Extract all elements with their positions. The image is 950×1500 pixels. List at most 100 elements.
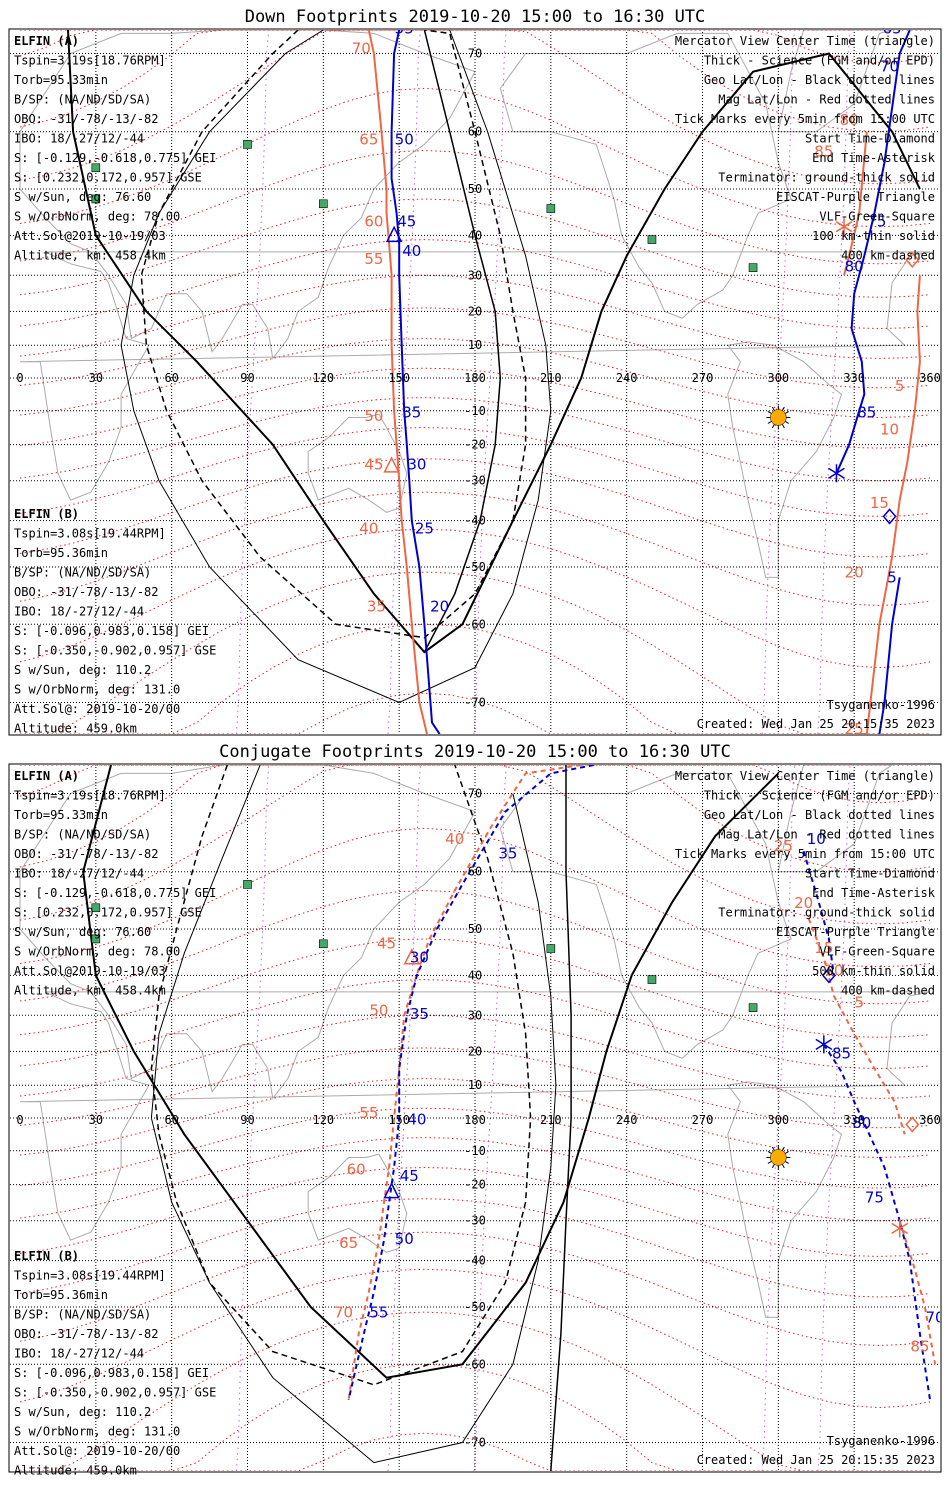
- lon-tick-label: 270: [692, 1113, 714, 1127]
- lon-tick-label: 300: [767, 1113, 789, 1127]
- lat-tick-label: 50: [468, 922, 482, 936]
- sun-ray: [771, 424, 775, 429]
- lon-tick-label: 120: [312, 371, 334, 385]
- center-triangle: [403, 948, 421, 965]
- legend-line: EISCAT-Purple Triangle: [776, 190, 935, 204]
- end-asterisk: [815, 1038, 833, 1051]
- map-layer: 7065605550454035808551015202555504540353…: [10, 30, 940, 734]
- elfin-b-tick-label: 25: [774, 837, 793, 855]
- panel-1-frame: [8, 28, 942, 736]
- legend-line: Tick Marks every 5min from 15:00 UTC: [675, 847, 935, 861]
- elfin-b-tick-label: 70: [334, 1303, 353, 1321]
- elfin-a-tick-label: 35: [410, 1005, 429, 1023]
- mag-lat-line: [19, 765, 931, 873]
- elfin-b-tick-label: 5: [854, 994, 864, 1012]
- mag-lat-line: [19, 397, 931, 482]
- sun-icon: [770, 409, 787, 426]
- elfin-b-tick-label: 45: [364, 456, 383, 474]
- elfin-b-label: ELFIN (B): [14, 1249, 79, 1263]
- sun-ray: [767, 421, 772, 424]
- mag-lat-line: [19, 827, 931, 968]
- lat-tick-label: 60: [468, 865, 482, 879]
- legend-line: Thick - Science (FGM and/or EPD): [704, 789, 935, 803]
- lat-tick-label: 10: [468, 338, 482, 352]
- vlf-station: [748, 263, 758, 272]
- lat-tick-label: -30: [464, 1214, 486, 1228]
- elfin-b-info-line: Altitude: 459.0km: [14, 722, 137, 736]
- sun-ray: [781, 1146, 785, 1151]
- elfin-a-tick-label: 30: [407, 456, 426, 474]
- lat-tick-label: 10: [468, 1078, 482, 1092]
- lon-tick-label: 180: [464, 1113, 486, 1127]
- legend-line: 500 km-thin solid: [812, 964, 935, 978]
- elfin-a-info-line: Torb=95.33min: [14, 73, 108, 87]
- lat-tick-label: -40: [464, 514, 486, 528]
- legend-line: EISCAT-Purple Triangle: [776, 925, 935, 939]
- lon-tick-label: 210: [540, 1113, 562, 1127]
- elfin-a-tick-label: 85: [832, 1044, 851, 1062]
- vlf-station: [546, 204, 556, 213]
- lon-tick-label: 330: [843, 1113, 865, 1127]
- elfin-b-tick-label: 85: [814, 142, 833, 160]
- land-outline: [307, 1153, 408, 1253]
- lon-tick-label: 90: [240, 371, 254, 385]
- vlf-station: [243, 140, 252, 149]
- panel-2-model-text: Tsyganenko-1996: [827, 1434, 935, 1448]
- sun-ray: [781, 406, 785, 411]
- elfin-b-tick-label: 45: [377, 935, 396, 953]
- sun-ray: [771, 406, 775, 411]
- elfin-a-info-line: Tspin=3.19s[18.76RPM]: [14, 789, 166, 803]
- terminator-line: [67, 30, 921, 654]
- elfin-b-info-line: Torb=95.36min: [14, 1288, 108, 1302]
- elfin-b-tick-label: 55: [359, 1104, 378, 1122]
- vlf-station: [243, 880, 252, 889]
- vlf-station: [91, 903, 101, 913]
- land-outline: [777, 30, 893, 133]
- start-diamond: [905, 1116, 920, 1133]
- legend-line: VLF-Green-Square: [819, 945, 935, 959]
- legend-line: 100 km-thin solid: [812, 229, 935, 243]
- legend-line: Tick Marks every 5min from 15:00 UTC: [675, 112, 935, 126]
- legend-line: Geo Lat/Lon - Black dotted lines: [704, 808, 935, 822]
- elfin-a-tick-label: 75: [865, 1188, 884, 1206]
- elfin-b-info-line: S: [-0.350,-0.902,0.957] GSE: [14, 644, 216, 658]
- legend-line: Mag Lat/Lon - Red dotted lines: [718, 93, 935, 107]
- elfin-a-info-line: Torb=95.33min: [14, 808, 108, 822]
- lon-tick-label: 150: [388, 371, 410, 385]
- elfin-b-info-line: S: [-0.350,-0.902,0.957] GSE: [14, 1386, 216, 1400]
- legend-line: Mag Lat/Lon - Red dotted lines: [718, 828, 935, 842]
- elfin-b-tick-label: 55: [364, 250, 383, 268]
- lon-tick-label: 210: [540, 371, 562, 385]
- vlf-station: [319, 939, 328, 949]
- elfin-a-tick-label: 5: [887, 569, 897, 587]
- vlf-station: [748, 1003, 758, 1012]
- panel-2-plot: 40 45 50 55 60 65 70 25 20 15 10 5 85 35 30 35 40 45 50 55 1…: [10, 765, 941, 1478]
- elfin-b-info-line: S w/Sun, deg: 110.2: [14, 1405, 151, 1419]
- legend-line: Thick - Science (FGM and/or EPD): [704, 54, 935, 68]
- vlf-station: [91, 194, 101, 204]
- land-outline: [777, 765, 894, 873]
- elfin-b-info-line: B/SP: (NA/ND/SD/SA): [14, 1308, 151, 1322]
- elfin-a-tick-label: 50: [395, 130, 414, 148]
- terminator-line: [550, 765, 572, 1471]
- lat-tick-label: -50: [464, 560, 486, 574]
- elfin-a-tick-label: 25: [415, 520, 434, 538]
- lon-tick-label: 360: [919, 1113, 941, 1127]
- elfin-a-tick-label: 45: [400, 1167, 419, 1185]
- elfin-b-label: ELFIN (B): [14, 507, 79, 521]
- elfin-b-info-line: IBO: 18/-27/12/-44: [14, 1347, 144, 1361]
- lat-tick-label: -10: [464, 404, 486, 418]
- lon-tick-label: 180: [464, 371, 486, 385]
- land-outline: [19, 765, 476, 1100]
- elfin-a-label: ELFIN (A): [14, 34, 79, 48]
- legend-line: End Time-Asterisk: [812, 151, 936, 165]
- ring-thin: [120, 30, 552, 704]
- elfin-b-tick-label: 70: [352, 39, 371, 57]
- elfin-a-info-line: S w/OrbNorm, deg: 78.00: [14, 945, 180, 959]
- lon-tick-label: 0: [16, 371, 23, 385]
- end-asterisk: [835, 221, 853, 233]
- map-layer: 40 45 50 55 60 65 70 25 20 15 10 5 85 35 30 35 40 45 50 55 1…: [10, 765, 940, 1471]
- elfin-a-tick-label: 45: [397, 213, 416, 231]
- elfin-a-info-line: OBO: -31/-78/-13/-82: [14, 847, 159, 861]
- panel-2-title: Conjugate Footprints 2019-10-20 15:00 to…: [219, 742, 731, 762]
